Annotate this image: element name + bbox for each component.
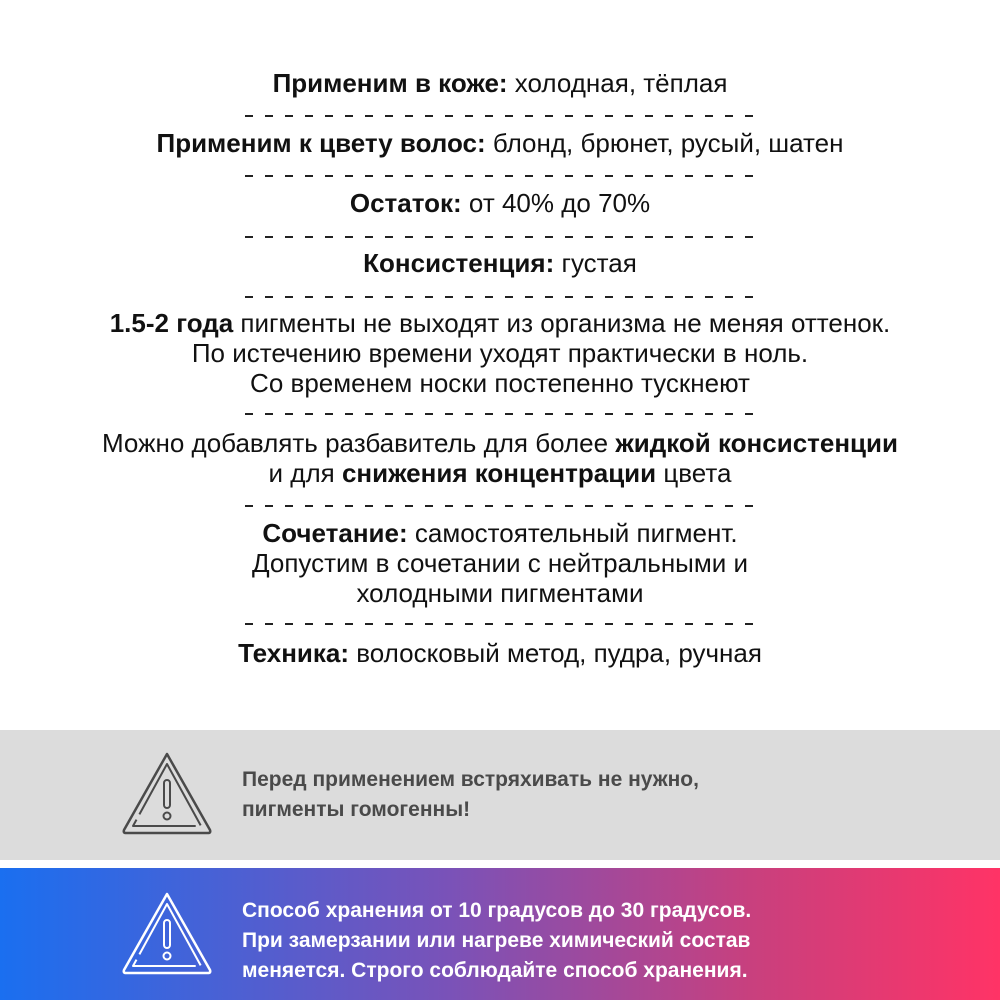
spec-label: Применим в коже: bbox=[272, 68, 508, 98]
warning-triangle-icon bbox=[122, 752, 212, 835]
combo-line1: Сочетание: самостоятельный пигмент. bbox=[0, 518, 1000, 548]
combo-value: самостоятельный пигмент. bbox=[407, 518, 738, 548]
technique-value: волосковый метод, пудра, ручная bbox=[349, 638, 762, 668]
thinner-text: цвета bbox=[656, 458, 732, 488]
spec-value: холодная, тёплая bbox=[507, 68, 728, 98]
divider bbox=[245, 623, 755, 625]
spec-hair: Применим к цвету волос: блонд, брюнет, р… bbox=[0, 128, 1000, 158]
thinner-bold: снижения концентрации bbox=[341, 458, 657, 488]
notice-shake-line1: Перед применением встряхивать не нужно, bbox=[242, 768, 699, 791]
spec-label: Применим к цвету волос: bbox=[156, 128, 486, 158]
duration-text: пигменты не выходят из организма не меня… bbox=[233, 308, 891, 338]
notice-storage: Способ хранения от 10 градусов до 30 гра… bbox=[0, 868, 1000, 1000]
notice-shake: Перед применением встряхивать не нужно, … bbox=[0, 730, 1000, 860]
divider bbox=[245, 505, 755, 507]
thinner-line1: Можно добавлять разбавитель для более жи… bbox=[0, 428, 1000, 458]
duration-line2: По истечению времени уходят практически … bbox=[191, 338, 809, 368]
thinner-text: Можно добавлять разбавитель для более bbox=[101, 428, 616, 458]
duration-line1: 1.5-2 года пигменты не выходят из органи… bbox=[0, 308, 1000, 338]
notice-storage-line3: меняется. Строго соблюдайте способ хране… bbox=[242, 959, 748, 982]
thinner-text: и для bbox=[268, 458, 342, 488]
spec-consistency: Консистенция: густая bbox=[0, 248, 1000, 278]
notice-shake-line2: пигменты гомогенны! bbox=[242, 798, 471, 821]
divider bbox=[245, 236, 755, 238]
spec-label: Остаток: bbox=[349, 188, 462, 218]
thinner-line2: и для снижения концентрации цвета bbox=[0, 458, 1000, 488]
divider bbox=[245, 115, 755, 117]
technique-label: Техника: bbox=[238, 638, 350, 668]
thinner-bold: жидкой консистенции bbox=[615, 428, 898, 458]
spec-value: блонд, брюнет, русый, шатен bbox=[485, 128, 844, 158]
notice-storage-line2: При замерзании или нагреве химический со… bbox=[242, 929, 751, 952]
spec-skin: Применим в коже: холодная, тёплая bbox=[0, 68, 1000, 98]
spec-value: густая bbox=[554, 248, 637, 278]
combo-label: Сочетание: bbox=[262, 518, 408, 548]
spec-residue: Остаток: от 40% до 70% bbox=[0, 188, 1000, 218]
spec-value: от 40% до 70% bbox=[461, 188, 651, 218]
spec-label: Консистенция: bbox=[363, 248, 555, 278]
divider bbox=[245, 296, 755, 298]
duration-line3: Со временем носки постепенно тускнеют bbox=[250, 368, 750, 398]
divider bbox=[245, 175, 755, 177]
warning-triangle-icon bbox=[122, 892, 212, 975]
divider bbox=[245, 413, 755, 415]
combo-line2: Допустим в сочетании с нейтральными и bbox=[251, 548, 749, 578]
technique: Техника: волосковый метод, пудра, ручная bbox=[0, 638, 1000, 668]
duration-bold: 1.5-2 года bbox=[109, 308, 234, 338]
combo-line3: холодными пигментами bbox=[356, 578, 644, 608]
notice-storage-line1: Способ хранения от 10 градусов до 30 гра… bbox=[242, 899, 752, 922]
